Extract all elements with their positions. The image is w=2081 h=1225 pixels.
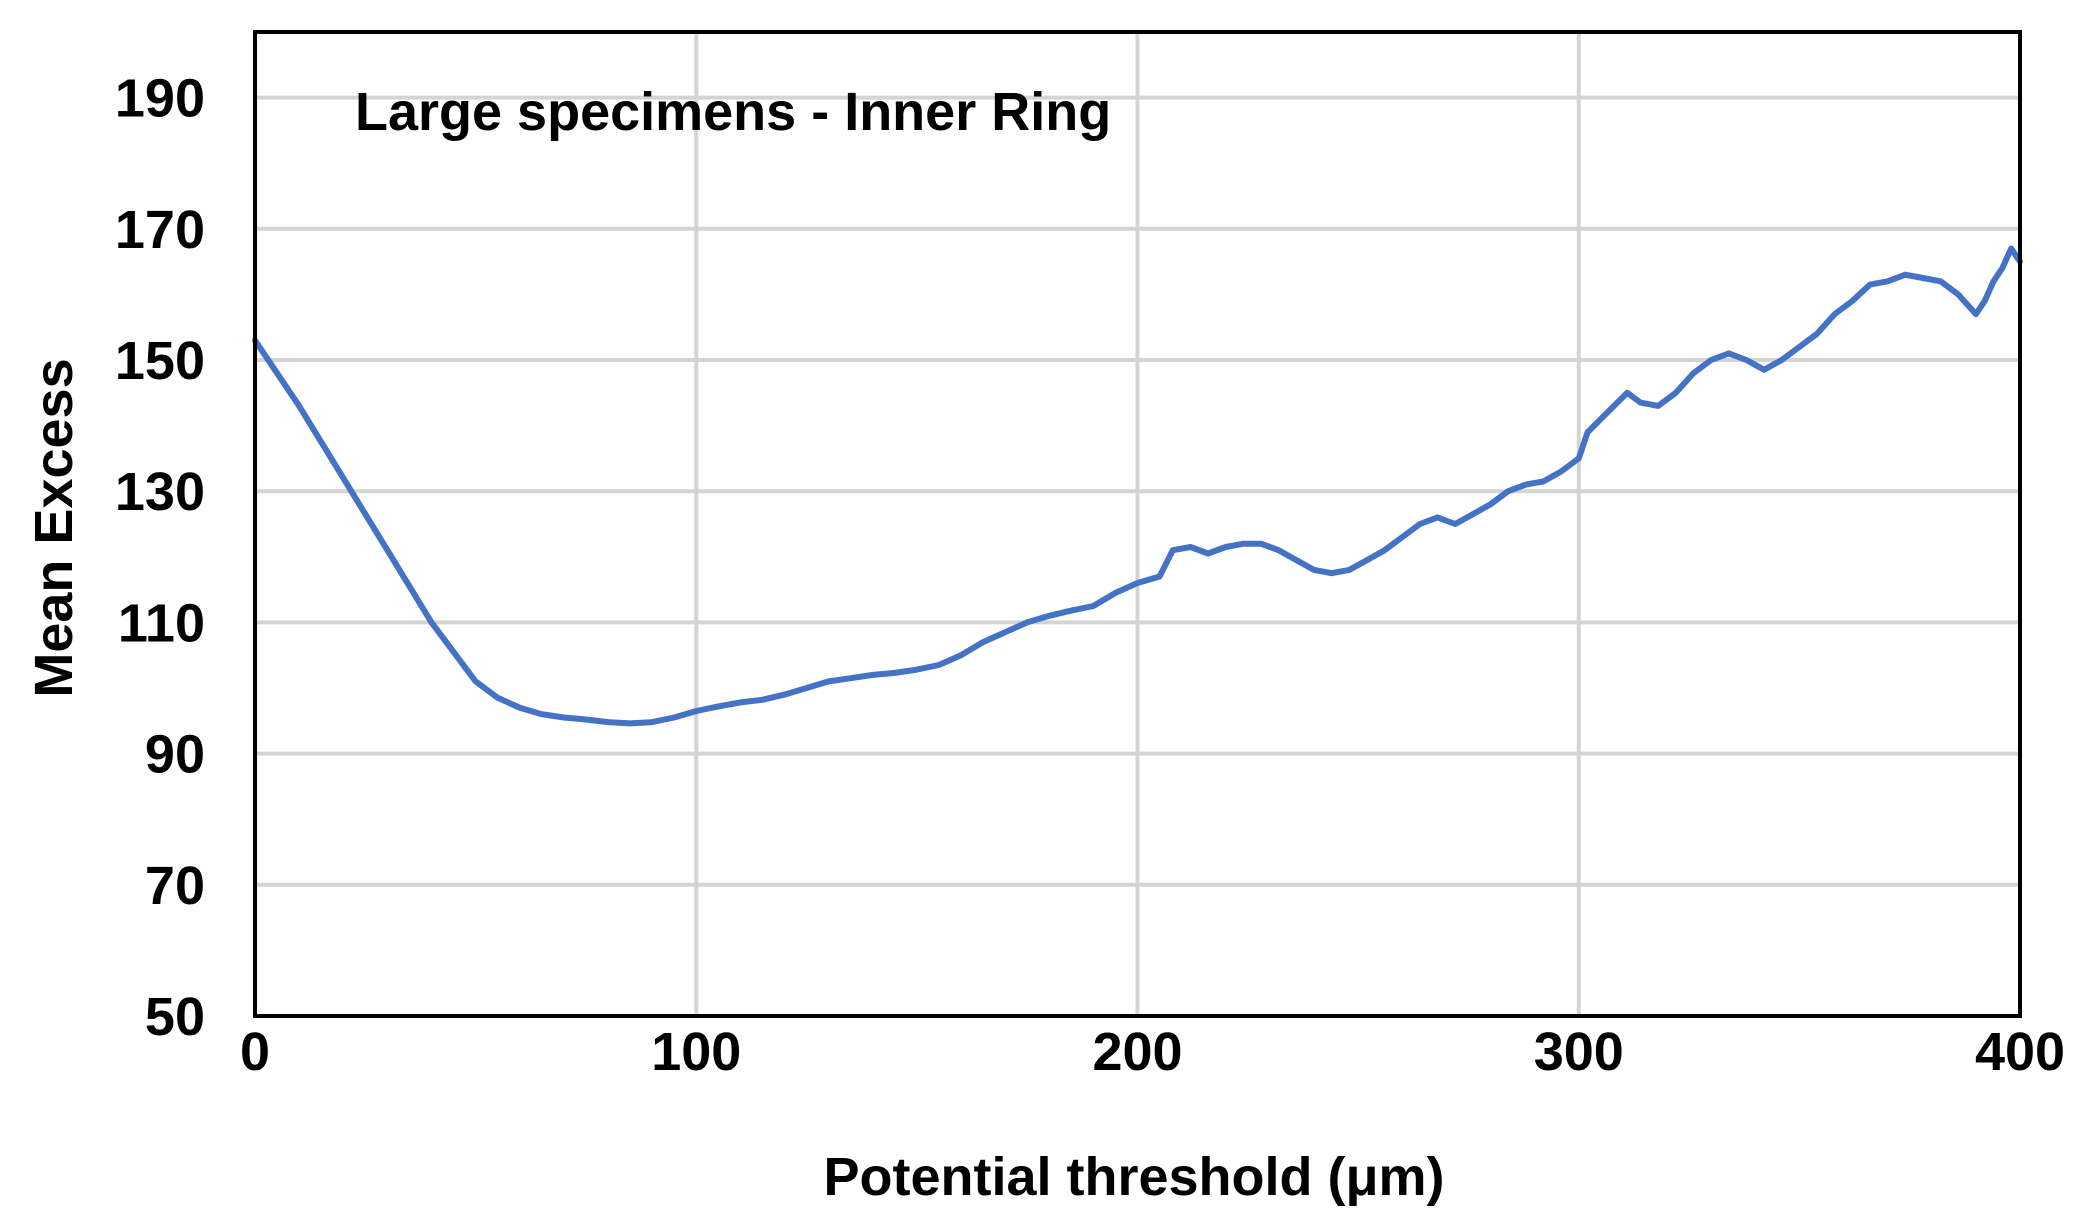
x-tick-label: 400 [1975, 1022, 2065, 1082]
y-axis-ticks: 50 70 90 110 130 150 170 190 [115, 69, 205, 1047]
gridlines [253, 32, 2022, 1018]
x-axis-ticks: 0 100 200 300 400 [240, 1022, 2065, 1082]
chart-annotation: Large specimens - Inner Ring [355, 82, 1111, 142]
x-tick-label: 200 [1092, 1022, 1182, 1082]
y-tick-label: 130 [115, 462, 205, 522]
y-tick-label: 50 [145, 987, 205, 1047]
y-tick-label: 90 [145, 725, 205, 785]
x-tick-label: 0 [240, 1022, 270, 1082]
y-tick-label: 190 [115, 69, 205, 129]
y-tick-label: 150 [115, 331, 205, 391]
x-tick-label: 300 [1534, 1022, 1624, 1082]
y-axis-title: Mean Excess [24, 358, 84, 697]
plot-frame [253, 30, 2022, 1018]
series-line [252, 245, 2023, 727]
x-tick-label: 100 [651, 1022, 741, 1082]
x-axis-title: Potential threshold (μm) [823, 1147, 1444, 1207]
y-tick-label: 170 [115, 200, 205, 260]
y-tick-label: 70 [145, 856, 205, 916]
y-tick-label: 110 [118, 593, 205, 653]
